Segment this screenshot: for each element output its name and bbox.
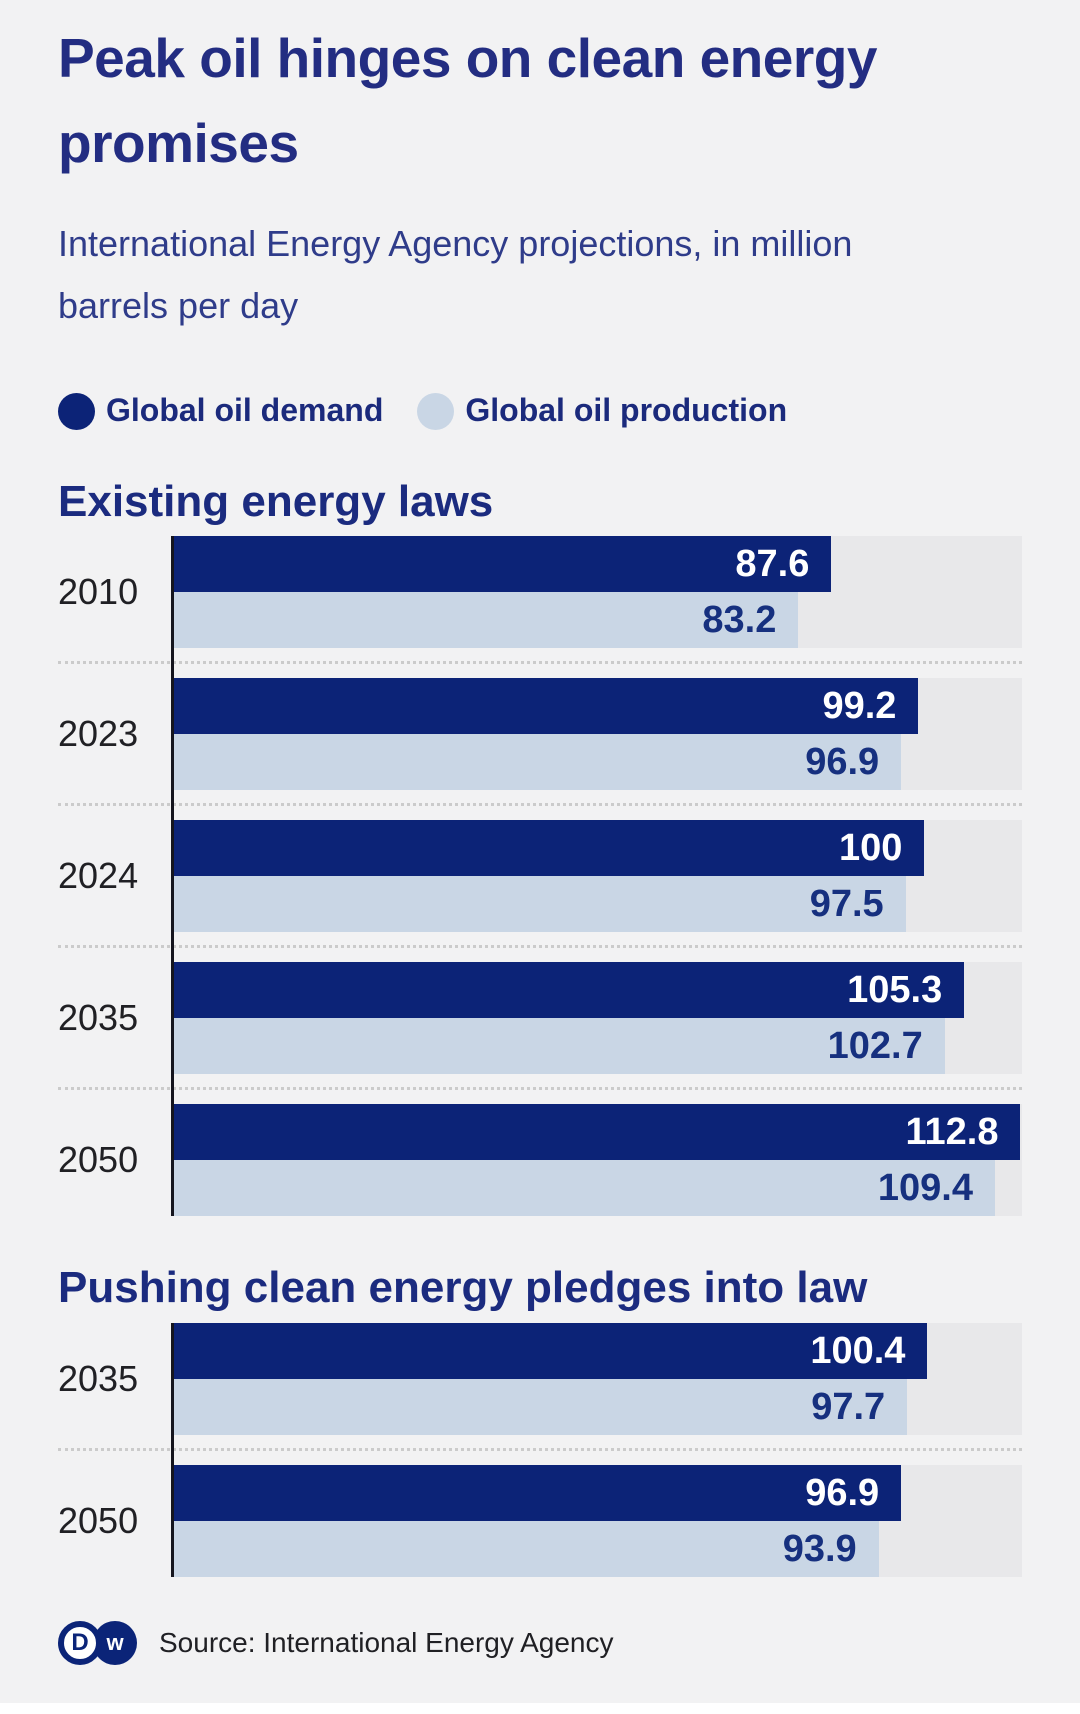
bar-demand: 100 — [174, 820, 925, 877]
year-label: 2050 — [58, 1139, 139, 1181]
source-text: Source: International Energy Agency — [159, 1627, 614, 1659]
chart-row: 2050 112.8 109.4 — [58, 1104, 1022, 1217]
bar-demand: 112.8 — [174, 1104, 1021, 1161]
row-separator — [58, 1074, 1022, 1104]
bar-demand: 100.4 — [174, 1323, 928, 1380]
dw-logo-d-icon: D — [58, 1621, 102, 1666]
axis-line — [171, 536, 174, 1217]
row-separator — [58, 1435, 1022, 1465]
chart-row: 2050 96.9 93.9 — [58, 1465, 1022, 1578]
bar-production: 96.9 — [174, 734, 902, 791]
bar-group: 100 97.5 — [174, 820, 1022, 933]
value-label: 87.6 — [735, 543, 810, 586]
value-label: 109.4 — [877, 1167, 973, 1210]
bar-demand: 99.2 — [174, 678, 919, 735]
value-label: 93.9 — [782, 1528, 857, 1571]
chart-rows: 2010 87.6 83.2 2023 99.2 96.9 2024 100 97.5 2035 1… — [58, 536, 1022, 1217]
section-title-pledges-law: Pushing clean energy pledges into law — [58, 1263, 868, 1313]
value-label: 105.3 — [847, 969, 943, 1012]
bar-demand: 87.6 — [174, 536, 832, 593]
bar-demand: 105.3 — [174, 962, 965, 1019]
year-label: 2035 — [58, 1358, 139, 1400]
bar-production: 102.7 — [174, 1018, 945, 1075]
chart-row: 2010 87.6 83.2 — [58, 536, 1022, 649]
page-title: Peak oil hinges on clean energy promises — [58, 27, 877, 175]
value-label: 96.9 — [805, 741, 880, 784]
bar-group: 105.3 102.7 — [174, 962, 1022, 1075]
chart-row: 2035 100.4 97.7 — [58, 1323, 1022, 1436]
value-label: 99.2 — [822, 685, 897, 728]
bar-demand: 96.9 — [174, 1465, 902, 1522]
value-label: 112.8 — [905, 1111, 999, 1154]
row-separator — [58, 648, 1022, 678]
footer: D w Source: International Energy Agency — [58, 1621, 1022, 1666]
chart-existing-laws: 2010 87.6 83.2 2023 99.2 96.9 2024 100 97.5 2035 1… — [58, 536, 1022, 1217]
year-label: 2010 — [58, 571, 139, 613]
row-separator — [58, 932, 1022, 962]
content: Peak oil hinges on clean energy promises… — [58, 27, 1022, 1666]
bar-group: 112.8 109.4 — [174, 1104, 1022, 1217]
chart-row: 2035 105.3 102.7 — [58, 962, 1022, 1075]
bar-group: 96.9 93.9 — [174, 1465, 1022, 1578]
section-title-existing-laws: Existing energy laws — [58, 476, 494, 526]
legend-label-production: Global oil production — [465, 392, 788, 429]
bar-group: 99.2 96.9 — [174, 678, 1022, 791]
axis-line — [171, 1323, 174, 1578]
chart-rows: 2035 100.4 97.7 2050 96.9 93.9 — [58, 1323, 1022, 1578]
legend: Global oil demand Global oil production — [58, 392, 1022, 430]
year-label: 2024 — [58, 855, 139, 897]
value-label: 100 — [839, 827, 903, 870]
page-bottom-strip — [0, 1703, 1080, 1714]
legend-dot-demand-icon — [58, 392, 95, 430]
chart-pledges-law: 2035 100.4 97.7 2050 96.9 93.9 — [58, 1323, 1022, 1578]
bar-production: 83.2 — [174, 592, 799, 649]
value-label: 83.2 — [702, 599, 777, 642]
bar-production: 97.5 — [174, 876, 906, 933]
value-label: 97.5 — [809, 883, 884, 926]
bar-production: 97.7 — [174, 1379, 908, 1436]
row-separator — [58, 790, 1022, 820]
year-label: 2050 — [58, 1500, 139, 1542]
legend-dot-production-icon — [417, 392, 455, 430]
chart-row: 2024 100 97.5 — [58, 820, 1022, 933]
value-label: 97.7 — [811, 1386, 886, 1429]
bar-production: 93.9 — [174, 1521, 879, 1578]
bar-group: 87.6 83.2 — [174, 536, 1022, 649]
legend-item-production: Global oil production — [417, 392, 788, 430]
year-label: 2023 — [58, 713, 139, 755]
bar-production: 109.4 — [174, 1160, 995, 1217]
page-subtitle: International Energy Agency projections,… — [58, 222, 853, 326]
year-label: 2035 — [58, 997, 139, 1039]
value-label: 96.9 — [805, 1472, 880, 1515]
dw-logo: D w — [58, 1621, 137, 1666]
value-label: 102.7 — [827, 1025, 923, 1068]
bar-group: 100.4 97.7 — [174, 1323, 1022, 1436]
legend-item-demand: Global oil demand — [58, 392, 384, 430]
value-label: 100.4 — [810, 1330, 906, 1373]
legend-label-demand: Global oil demand — [106, 392, 384, 429]
chart-row: 2023 99.2 96.9 — [58, 678, 1022, 791]
